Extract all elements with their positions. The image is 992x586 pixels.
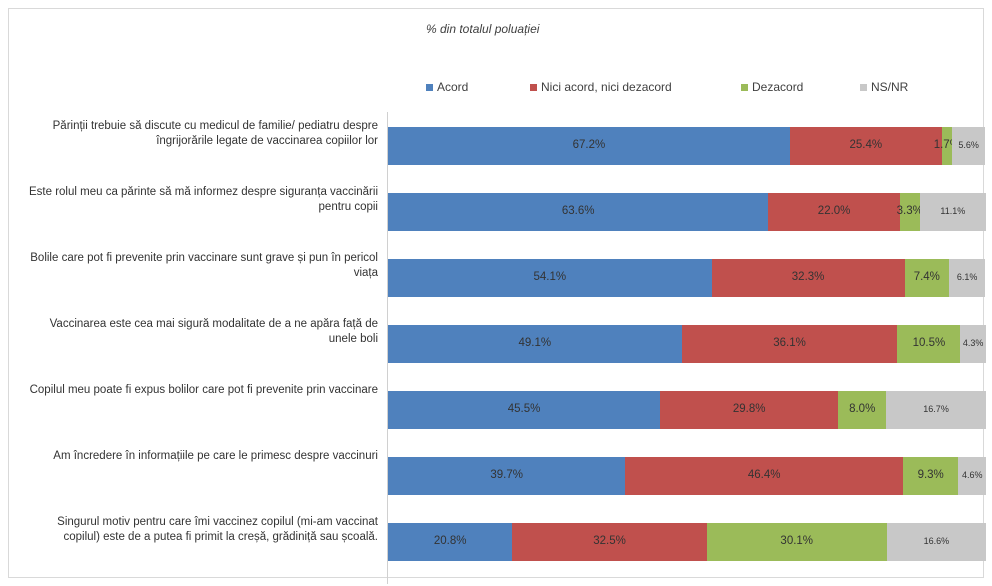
- bar-segment: [388, 127, 790, 165]
- bar-segment: [625, 457, 903, 495]
- data-label: 10.5%: [912, 337, 946, 349]
- bar-segment: [388, 193, 769, 231]
- legend-item-2: Nici acord, nici dezacord: [530, 80, 672, 94]
- data-label: 36.1%: [773, 337, 806, 349]
- data-label: 16.7%: [923, 404, 949, 414]
- data-label: 29.8%: [732, 403, 766, 415]
- legend-swatch: [426, 83, 433, 91]
- bar-segment: [948, 259, 986, 297]
- bar-segment: [886, 391, 986, 429]
- bar-segment: [919, 193, 986, 231]
- data-label: 16.6%: [923, 536, 950, 546]
- data-label: 22.0%: [817, 205, 851, 217]
- data-label: 9.3%: [917, 469, 944, 481]
- legend-label: Acord: [437, 80, 469, 94]
- legend-swatch: [741, 83, 748, 91]
- bar-segment: [899, 193, 920, 231]
- data-label: 4.3%: [962, 338, 984, 348]
- data-label: 67.2%: [572, 139, 606, 151]
- bar-segment: [902, 457, 959, 495]
- data-label: 8.0%: [849, 403, 876, 415]
- data-label: 11.1%: [940, 206, 966, 216]
- legend-item-4: NS/NR: [860, 80, 908, 94]
- bar-segment: [958, 457, 986, 495]
- bar-segment: [681, 325, 898, 363]
- bar-segment: [512, 523, 707, 561]
- legend-swatch: [530, 83, 537, 91]
- category-label: Este rolul meu ca părinte să mă informez…: [29, 186, 378, 213]
- data-label: 49.1%: [518, 337, 552, 349]
- category-label: Am încredere în informațiile pe care le …: [53, 450, 378, 462]
- category-label: Copilul meu poate fi expus bolilor care …: [29, 384, 378, 396]
- legend-label: Dezacord: [752, 80, 804, 94]
- bar-segment: [960, 325, 986, 363]
- data-label: 5.6%: [958, 140, 979, 150]
- bar-segment: [768, 193, 900, 231]
- bar-segment: [886, 523, 986, 561]
- data-label: 4.6%: [961, 470, 983, 480]
- chart-title: % din totalul poluației: [426, 22, 540, 36]
- legend-item-3: Dezacord: [741, 80, 803, 94]
- bar-segment: [789, 127, 942, 165]
- bar-segment: [388, 259, 712, 297]
- data-label: 30.1%: [780, 535, 814, 547]
- bar-segment: [388, 523, 513, 561]
- data-label: 39.7%: [490, 469, 523, 481]
- data-label: 46.4%: [747, 469, 781, 481]
- legend-label: NS/NR: [871, 80, 909, 94]
- category-label: Părinții trebuie să discute cu medicul d…: [52, 120, 378, 147]
- data-label: 32.5%: [593, 535, 626, 547]
- bar-segment: [897, 325, 961, 363]
- bar-segment: [388, 391, 661, 429]
- bar-segment: [660, 391, 839, 429]
- data-label: 3.3%: [896, 205, 923, 217]
- data-label: 32.3%: [791, 271, 825, 283]
- legend-swatch: [860, 83, 867, 91]
- bar-segment: [941, 127, 952, 165]
- category-label: Vaccinarea este cea mai sigură modalitat…: [49, 318, 378, 345]
- data-label: 25.4%: [849, 139, 883, 151]
- data-label: 20.8%: [433, 535, 467, 547]
- data-label: 7.4%: [913, 271, 940, 283]
- data-label: 63.6%: [561, 205, 595, 217]
- bar-segment: [711, 259, 905, 297]
- data-label: 54.1%: [533, 271, 567, 283]
- legend-item-1: Acord: [426, 80, 468, 94]
- bar-segment: [706, 523, 887, 561]
- bar-segment: [838, 391, 887, 429]
- data-label: 6.1%: [956, 272, 978, 282]
- data-label: 45.5%: [507, 403, 541, 415]
- chart-legend: Acord Nici acord, nici dezacord Dezacord NS…: [0, 80, 992, 96]
- category-axis-line: [387, 112, 388, 584]
- bar-segment: [388, 325, 682, 363]
- bar-segment: [904, 259, 949, 297]
- bar-segment: [951, 127, 986, 165]
- bar-segment: [388, 457, 626, 495]
- legend-label: Nici acord, nici dezacord: [541, 80, 672, 94]
- category-label: Singurul motiv pentru care îmi vaccinez …: [57, 516, 378, 543]
- category-label: Bolile care pot fi prevenite prin vaccin…: [30, 252, 378, 279]
